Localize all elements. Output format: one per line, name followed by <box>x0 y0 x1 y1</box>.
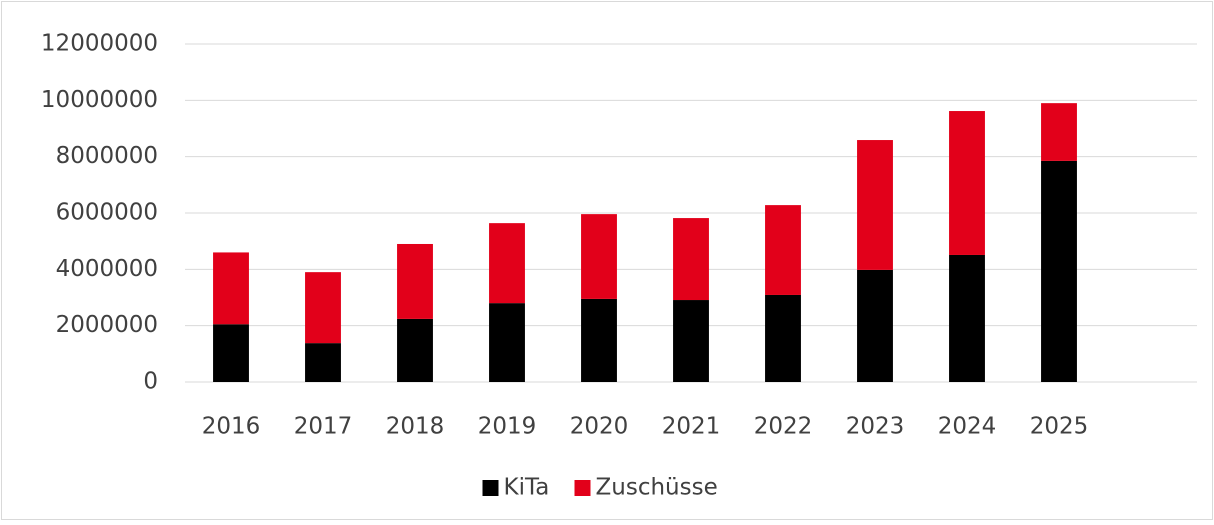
bar-segment <box>397 243 433 319</box>
x-tick-label: 2025 <box>1030 414 1089 440</box>
y-tick-label: 6000000 <box>56 200 158 226</box>
x-tick-label: 2016 <box>202 414 261 440</box>
bar-segment <box>581 298 617 382</box>
bar-segment <box>489 223 525 304</box>
legend-label: KiTa <box>504 475 550 501</box>
bar-segment <box>213 252 249 325</box>
x-tick-label: 2023 <box>846 414 905 440</box>
bar-segment <box>765 205 801 295</box>
x-tick-label: 2020 <box>570 414 629 440</box>
y-tick-label: 4000000 <box>56 256 158 282</box>
bar-segment <box>949 254 985 382</box>
bar-segment <box>949 111 985 255</box>
bar-segment <box>305 272 341 344</box>
bar-segment <box>305 343 341 382</box>
bar-segment <box>1041 103 1077 161</box>
y-tick-label: 8000000 <box>56 143 158 169</box>
x-tick-label: 2024 <box>938 414 997 440</box>
bar-segment <box>489 303 525 382</box>
bar-segment <box>673 218 709 301</box>
y-tick-label: 2000000 <box>56 312 158 338</box>
y-tick-label: 10000000 <box>41 87 158 113</box>
bar-segment <box>397 318 433 382</box>
x-tick-label: 2018 <box>386 414 445 440</box>
legend-swatch <box>482 480 499 496</box>
bar-segment <box>213 324 249 382</box>
y-tick-label: 12000000 <box>41 31 158 57</box>
legend-label: Zuschüsse <box>596 475 718 501</box>
bar-segment <box>765 294 801 382</box>
bar-segment <box>673 300 709 382</box>
x-tick-label: 2022 <box>754 414 813 440</box>
x-tick-label: 2019 <box>478 414 537 440</box>
bar-segment <box>857 269 893 382</box>
bar-segment <box>1041 160 1077 382</box>
x-tick-label: 2017 <box>294 414 353 440</box>
x-tick-label: 2021 <box>662 414 721 440</box>
y-tick-label: 0 <box>143 369 158 395</box>
bar-segment <box>857 140 893 270</box>
legend-swatch <box>574 480 591 496</box>
bar-segment <box>581 214 617 299</box>
